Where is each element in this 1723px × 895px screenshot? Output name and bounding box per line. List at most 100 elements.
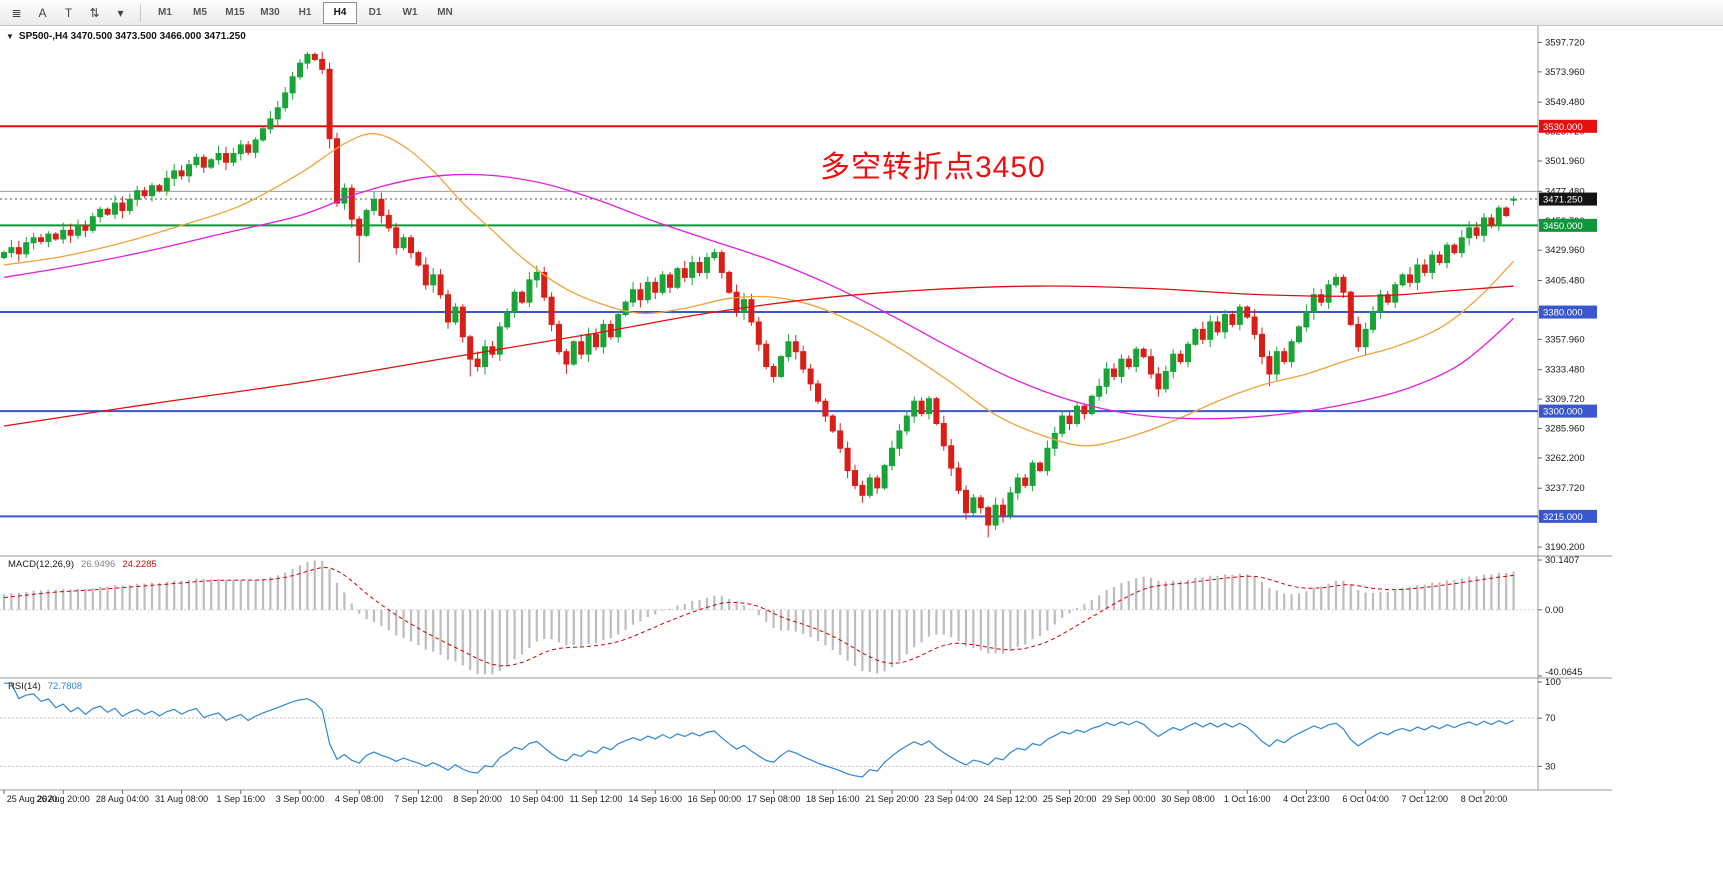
price-badge-3300.000[interactable] [1539,404,1597,418]
timeframe-button-w1[interactable]: W1 [402,7,418,18]
timeframe-button-mn[interactable]: MN [437,7,453,18]
candle [1236,306,1243,325]
charts-list-icon[interactable]: ≣ [11,5,22,20]
price-badge-3530.000[interactable] [1539,119,1597,133]
time-tick-label: 7 Oct 12:00 [1402,794,1449,804]
candle [733,291,740,313]
price-tick-label: 3573.960 [1545,67,1585,78]
cursor-tool-icon[interactable]: A [38,5,47,20]
candle [1444,244,1450,264]
timeframe-button-h4[interactable]: H4 [323,1,357,24]
candle [200,156,207,168]
timeframe-button-h1[interactable]: H1 [298,7,312,18]
candle [496,326,503,355]
candle [104,208,111,215]
candle [1481,217,1487,236]
candle [1214,321,1221,333]
candle [89,216,96,231]
candle [852,470,858,486]
chart-annotation[interactable]: 多空转折点3450 [820,151,1046,184]
candle [1259,333,1265,358]
candle [1185,343,1191,363]
candle [792,341,799,353]
candle [445,294,451,323]
chart-canvas[interactable]: 3597.7203573.9603549.4803525.7203501.960… [0,26,1723,895]
candle [1074,405,1080,424]
candle [1229,314,1236,325]
candle [1325,284,1332,303]
time-tick-label: 11 Sep 12:00 [570,794,623,804]
time-tick-label: 8 Oct 20:00 [1461,794,1508,804]
candle [1022,477,1029,486]
text-tool-icon[interactable]: T [64,5,73,20]
timeframe-button-m15[interactable]: M15 [225,7,245,18]
timeframe-toolbar: M1 M5 M15 M30 H1 H4 D1 W1 MN [148,1,462,24]
candle [311,53,318,60]
ma-mid-line [3,173,1515,420]
candle [674,268,681,288]
price-badges[interactable]: 3530.000 3450.000 3380.000 3300.000 3215.000… [1539,119,1597,523]
macd-signal-line [3,566,1514,667]
candle [533,271,540,281]
candle [1111,368,1117,377]
time-tick-label: 7 Sep 12:00 [394,794,443,804]
candle [1155,373,1162,390]
candle [681,268,688,278]
candle [933,398,940,424]
candle [800,351,807,370]
candle [459,306,466,338]
level-lines[interactable] [0,125,1538,518]
candle [1473,227,1480,236]
candle [1362,328,1369,348]
candle [430,274,437,286]
candle [1140,348,1147,358]
price-tick-label: 3597.720 [1545,37,1585,48]
svg-text:3471.250: 3471.250 [1543,195,1583,206]
candle [230,153,237,163]
candle [615,314,622,338]
candle [1333,276,1339,286]
candle [1495,207,1502,226]
price-badge-3450.000[interactable] [1539,218,1597,232]
candle [741,299,747,313]
timeframe-button-m1[interactable]: M1 [158,7,172,18]
candle [874,477,881,489]
candle [371,198,377,212]
candle [829,415,836,432]
candle [504,311,511,328]
price-badge-3471.250[interactable] [1539,192,1597,206]
tools-dropdown-icon[interactable]: ▾ [117,5,124,20]
indicator-tool-icon[interactable]: ⇅ [89,5,100,20]
candle [659,274,666,293]
candle [926,398,932,415]
price-badge-3215.000[interactable] [1539,509,1597,523]
candle [378,198,385,216]
candle [1170,353,1177,372]
candle [881,465,888,489]
price-tick-label: 3285.960 [1545,424,1585,435]
candle [1458,237,1465,254]
time-tick-label: 4 Sep 08:00 [335,794,384,804]
timeframe-button-m5[interactable]: M5 [193,7,207,18]
price-badge-3380.000[interactable] [1539,305,1597,319]
candle [955,467,962,491]
candle [437,274,444,296]
time-tick-label: 29 Sep 00:00 [1102,794,1156,804]
macd-name: MACD(12,26,9) [8,559,74,570]
candle [977,497,984,509]
candle [1199,328,1206,340]
candle [193,156,200,166]
candle [171,170,178,179]
timeframe-button-d1[interactable]: D1 [368,7,382,18]
candle [1340,276,1347,293]
candle [67,229,74,236]
svg-text:3450.000: 3450.000 [1543,221,1583,232]
candle [75,224,81,236]
price-tick-label: 3262.200 [1545,453,1585,464]
timeframe-button-m30[interactable]: M30 [260,7,280,18]
chart-area[interactable]: 3597.7203573.9603549.4803525.7203501.960… [0,26,1723,895]
candle [778,356,784,377]
chart-menu-icon[interactable]: ▼ [6,32,14,41]
candle [400,237,407,249]
price-tick-label: 3237.720 [1545,483,1585,494]
